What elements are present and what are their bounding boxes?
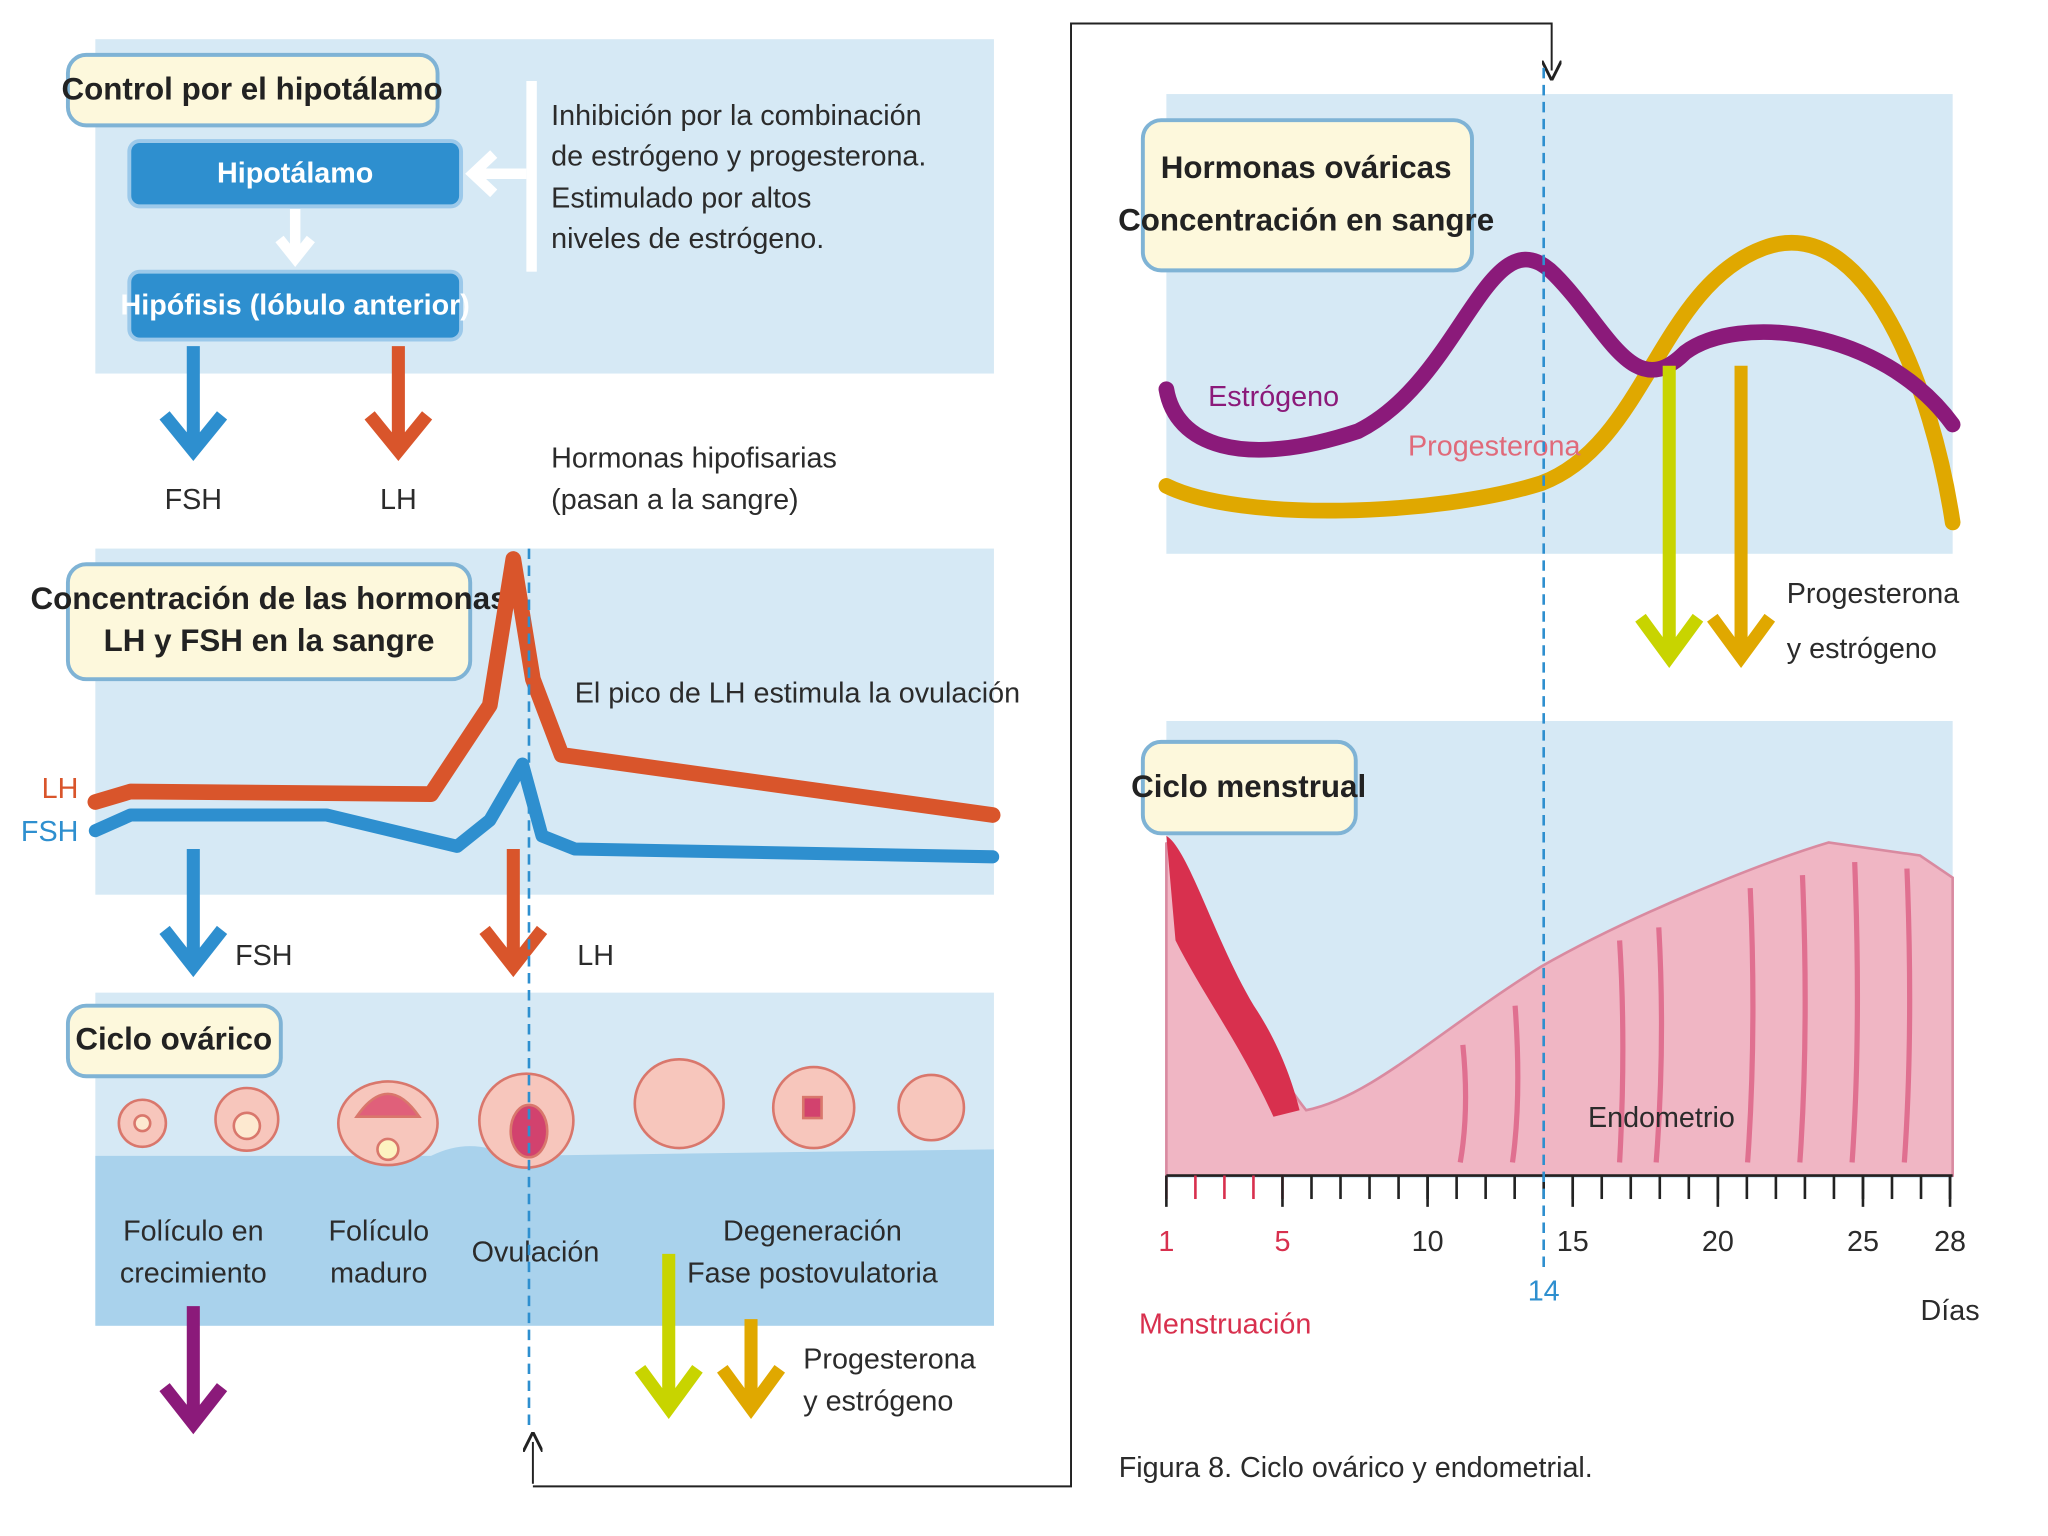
lh-curve	[87, 551, 1001, 823]
follicle	[232, 1111, 262, 1141]
tick-label: 15	[1557, 1226, 1589, 1258]
gland	[1509, 1005, 1521, 1163]
title-box	[1140, 739, 1358, 836]
title-box	[65, 52, 440, 128]
estrogen-label: Estrógeno	[1208, 381, 1339, 413]
endometrium-label: Endometrio	[1588, 1102, 1735, 1134]
progesterone-arrow	[634, 1253, 703, 1420]
lh-arrow	[364, 346, 433, 461]
note-line: niveles de estrógeno.	[551, 223, 824, 255]
estrogen-arrow	[1707, 365, 1776, 669]
title-box	[65, 1003, 283, 1079]
tick-label: 10	[1412, 1226, 1444, 1258]
hormone-note: (pasan a la sangre)	[551, 484, 798, 516]
gland	[1849, 861, 1861, 1163]
estrogen-arrow	[717, 1319, 786, 1420]
menstruation-flow	[1166, 835, 1300, 1117]
gland	[1457, 1044, 1469, 1163]
lh-curve-label: LH	[42, 773, 79, 805]
gland	[1797, 874, 1808, 1163]
stage-label: crecimiento	[120, 1257, 267, 1289]
tick-label: 5	[1274, 1226, 1290, 1258]
tick-label: 25	[1847, 1226, 1879, 1258]
follicles	[117, 1057, 966, 1169]
hormones-label: y estrógeno	[1787, 633, 1937, 665]
title-box	[65, 562, 473, 682]
pituitary-box	[127, 269, 464, 342]
days-label: Días	[1921, 1295, 1980, 1327]
concentration-title: Concentración de las hormonas	[31, 581, 508, 616]
hormones-title: Hormonas ováricas	[1161, 150, 1452, 185]
tick-label: 1	[1158, 1226, 1174, 1258]
lh-arrow-label: LH	[577, 940, 614, 972]
gland	[1653, 927, 1665, 1163]
stage-label: Folículo en	[123, 1216, 263, 1248]
lh-arrow	[479, 848, 548, 978]
tick-label: 28	[1934, 1226, 1966, 1258]
fsh-label: FSH	[165, 484, 222, 516]
progesterone-curve	[1158, 234, 1961, 531]
stage-label: maduro	[330, 1257, 427, 1289]
glands	[1457, 861, 1913, 1163]
connector	[532, 22, 1552, 1488]
caption: Figura 8. Ciclo ovárico y endometrial.	[1119, 1452, 1593, 1484]
stage-label: Folículo	[328, 1216, 429, 1248]
follicle	[354, 1092, 422, 1119]
note-line: Estimulado por altos	[551, 182, 811, 214]
hormones-label: Progesterona	[1787, 578, 1959, 610]
pituitary-label: Hipófisis (lóbulo anterior)	[120, 290, 469, 322]
hormone-note: Hormonas hipofisarias	[551, 442, 837, 474]
feedback-arrow	[465, 150, 527, 198]
down-arrow	[275, 208, 315, 267]
follicle	[336, 1080, 439, 1167]
fsh-arrow-label: FSH	[235, 940, 292, 972]
follicle	[376, 1137, 400, 1162]
follicle	[633, 1057, 725, 1150]
progesterone-label: Progesterona	[1408, 431, 1580, 463]
fsh-curve	[88, 757, 1000, 864]
gland	[1744, 888, 1756, 1163]
feedback-bar	[526, 80, 537, 272]
fsh-arrow	[159, 346, 228, 461]
fsh-curve-label: FSH	[21, 816, 78, 848]
lh-label: LH	[380, 484, 417, 516]
menstrual-title: Ciclo menstrual	[1131, 769, 1366, 804]
hypothalamus-box	[127, 139, 464, 209]
hypothalamus-label: Hipotálamo	[217, 158, 373, 190]
fsh-arrow	[159, 848, 228, 978]
follicle	[133, 1114, 152, 1133]
inhibition-note: Inhibición por la combinación de estróge…	[551, 100, 926, 255]
gland	[1901, 868, 1913, 1163]
ovulation-day: 14	[1528, 1276, 1560, 1308]
note-line: de estrógeno y progesterona.	[551, 141, 926, 173]
follicle	[801, 1095, 823, 1120]
stage-label: Fase postovulatoria	[687, 1257, 938, 1289]
ovary-band	[95, 1146, 994, 1326]
follicle	[897, 1073, 966, 1142]
gland	[1616, 940, 1626, 1163]
estrogen-curve	[1158, 251, 1961, 458]
hormones-label: y estrógeno	[803, 1385, 953, 1417]
title-box	[1140, 118, 1474, 273]
progesterone-arrow	[1635, 365, 1704, 669]
menstruation-label: Menstruación	[1139, 1308, 1311, 1340]
day-ticks: 1 5 10 15 20 25 28	[1158, 1175, 1966, 1258]
hormones-label: Progesterona	[803, 1344, 975, 1376]
purple-arrow	[159, 1306, 228, 1435]
concentration-title: LH y FSH en la sangre	[104, 623, 435, 658]
stage-label: Ovulación	[472, 1236, 600, 1268]
ovarian-title: Ciclo ovárico	[75, 1021, 272, 1056]
note-line: Inhibición por la combinación	[551, 100, 921, 132]
control-title: Control por el hipotálamo	[62, 72, 443, 107]
stage-label: Degeneración	[723, 1216, 902, 1248]
hormones-title: Concentración en sangre	[1118, 202, 1494, 237]
tick-label: 20	[1702, 1226, 1734, 1258]
peak-note: El pico de LH estimula la ovulación	[575, 677, 1020, 709]
